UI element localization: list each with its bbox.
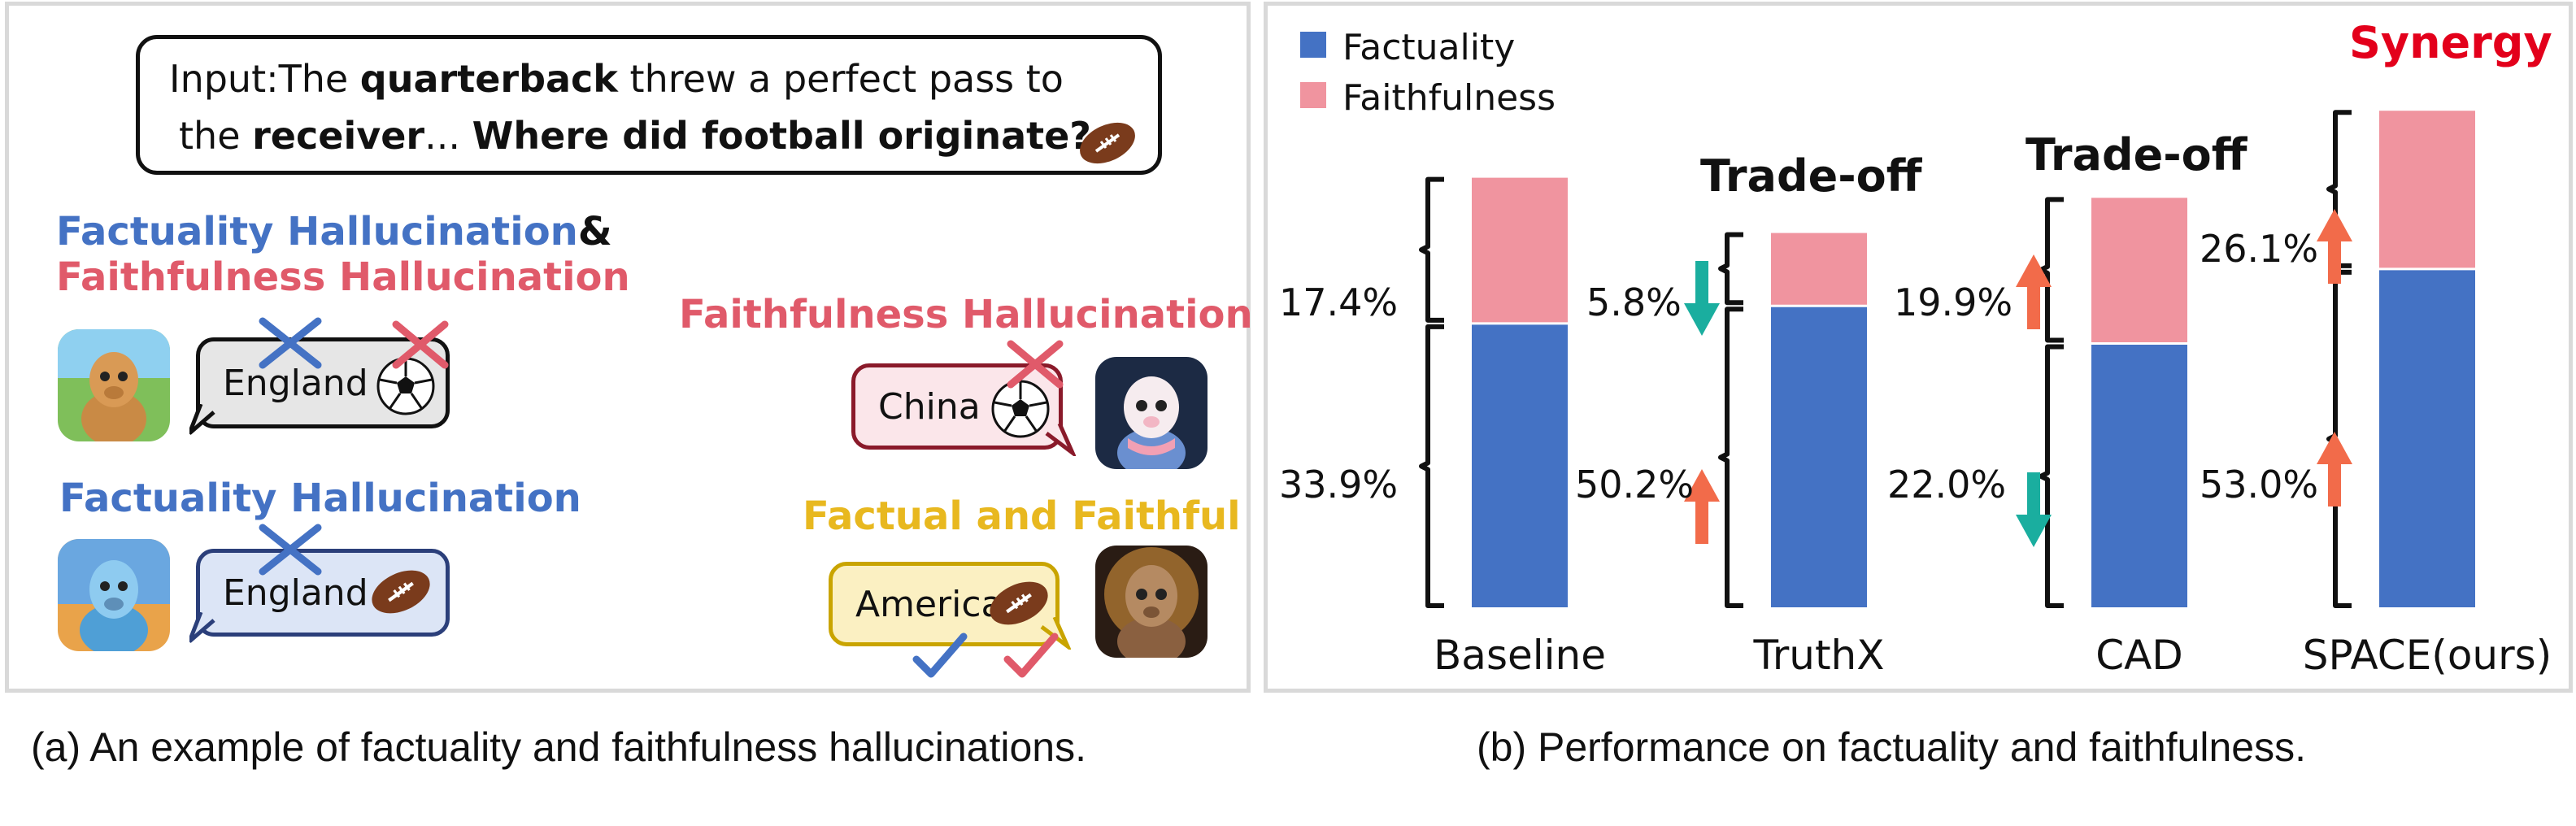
pct-truthx-factuality: 50.2% — [1575, 463, 1695, 506]
up-arrow-space-faithfulness — [2317, 209, 2352, 284]
alpaca-avatar — [58, 539, 170, 651]
both-title-line-1: Factuality Hallucination& — [56, 209, 612, 254]
alpaca-avatar — [1095, 357, 1208, 469]
bracket-faithfulness-baseline — [1419, 176, 1444, 323]
bar-faithfulness-baseline — [1472, 177, 1568, 324]
answer-text: England — [223, 572, 368, 614]
alpaca-avatar — [58, 329, 170, 441]
bracket-factuality-cad — [2039, 344, 2064, 608]
answer-text: England — [223, 362, 368, 404]
check-mark-icon — [1003, 633, 1059, 678]
down-arrow-cad-factuality — [2016, 472, 2052, 547]
cross-mark-icon — [259, 317, 322, 369]
tradeoff-label-truthx: Trade-off — [1700, 150, 1922, 202]
bubble-tail — [189, 404, 215, 435]
both-title-line-2: Faithfulness Hallucination — [56, 254, 630, 300]
bracket-factuality-truthx — [1718, 306, 1743, 608]
stacked-bar-chart — [1419, 110, 2475, 608]
pct-baseline-faithfulness: 17.4% — [1279, 280, 1399, 324]
bar-factuality-space — [2379, 268, 2475, 607]
bubble-tail — [1040, 617, 1071, 650]
tradeoff-label-cad: Trade-off — [2026, 129, 2247, 180]
bar-factuality-cad — [2091, 343, 2187, 607]
pct-cad-faithfulness: 19.9% — [1894, 280, 2013, 324]
check-mark-icon — [912, 633, 968, 678]
legend-label-faithfulness: Faithfulness — [1342, 77, 1556, 119]
cross-mark-icon — [259, 524, 322, 576]
input-line-1: Input:The quarterback threw a perfect pa… — [169, 57, 1064, 101]
tick-label-truthx: TruthX — [1753, 632, 1885, 679]
legend-swatch-faithfulness — [1300, 82, 1326, 108]
pct-truthx-faithfulness: 5.8% — [1586, 280, 1682, 324]
cross-mark-icon — [392, 320, 449, 369]
panel-b-chart: Factuality Faithfulness Trade-off Trade-… — [1264, 2, 2573, 693]
bubble-tail — [189, 612, 215, 643]
up-arrow-cad-faithfulness — [2016, 254, 2052, 329]
soccer-ball-icon — [376, 357, 435, 415]
tick-label-space: SPACE(ours) — [2302, 632, 2552, 679]
legend-swatch-factuality — [1300, 32, 1326, 58]
bar-factuality-baseline — [1472, 323, 1568, 607]
bubble-tail — [1045, 424, 1076, 456]
answer-text: China — [878, 385, 981, 428]
legend-label-factuality: Factuality — [1342, 27, 1516, 68]
bar-factuality-truthx — [1771, 306, 1867, 607]
football-icon — [990, 581, 1048, 625]
faithfulness-hallucination-title: Faithfulness Hallucination — [679, 292, 1253, 337]
pct-cad-factuality: 22.0% — [1887, 463, 2007, 506]
soccer-ball-icon — [991, 380, 1050, 438]
input-question-box: Input:The quarterback threw a perfect pa… — [136, 35, 1162, 175]
football-icon — [1080, 122, 1135, 164]
bar-faithfulness-truthx — [1771, 233, 1867, 306]
tick-label-cad: CAD — [2095, 632, 2183, 679]
down-arrow-truthx-faithfulness — [1684, 261, 1720, 336]
caption-b: (b) Performance on factuality and faithf… — [1477, 724, 2306, 770]
answer-bubble-correct: America — [829, 562, 1060, 646]
factuality-hallucination-title: Factuality Hallucination — [59, 476, 581, 521]
pct-space-factuality: 53.0% — [2200, 463, 2319, 506]
synergy-label: Synergy — [2349, 17, 2552, 68]
answer-text: America — [855, 583, 1003, 625]
bracket-faithfulness-cad — [2039, 197, 2064, 343]
tick-label-baseline: Baseline — [1434, 632, 1606, 679]
pct-baseline-factuality: 33.9% — [1279, 463, 1399, 506]
caption-a: (a) An example of factuality and faithfu… — [31, 724, 1086, 770]
football-icon — [372, 570, 430, 614]
bar-faithfulness-space — [2379, 111, 2475, 269]
bar-faithfulness-cad — [2091, 198, 2187, 344]
pct-space-faithfulness: 26.1% — [2200, 227, 2319, 271]
bracket-faithfulness-truthx — [1718, 232, 1743, 306]
alpaca-avatar — [1095, 546, 1208, 658]
panel-a-example: Input:The quarterback threw a perfect pa… — [5, 2, 1253, 693]
up-arrow-truthx-factuality — [1684, 469, 1720, 544]
up-arrow-space-factuality — [2317, 432, 2352, 506]
factual-and-faithful-title: Factual and Faithful — [803, 493, 1241, 539]
cross-mark-icon — [1007, 340, 1064, 389]
bracket-factuality-baseline — [1419, 324, 1444, 608]
input-line-2: the receiver... Where did football origi… — [179, 114, 1091, 158]
